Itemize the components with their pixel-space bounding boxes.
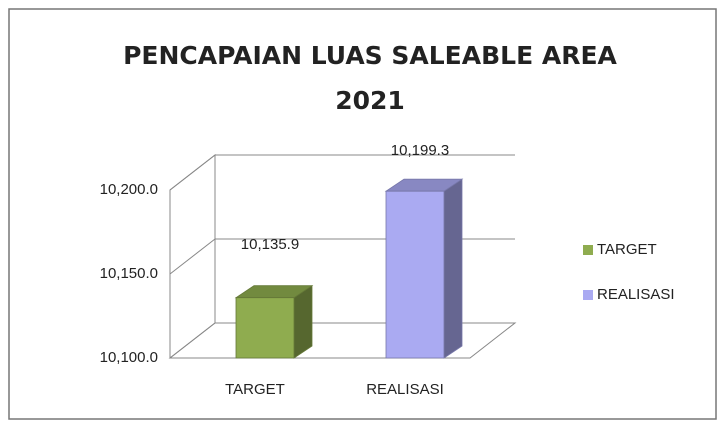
chart-border [8,8,717,420]
bar-face [385,190,445,359]
bar [234,284,314,359]
chart-subtitle: 2021 [335,86,405,115]
legend-swatch [583,290,593,300]
y-tick-label: 10,100.0 [100,349,158,366]
value-label: 10,199.3 [391,142,449,159]
bar-face [443,178,463,359]
grid-line [169,154,515,191]
x-tick-label: TARGET [225,381,285,398]
legend-label: REALISASI [597,286,675,303]
y-tick-label: 10,150.0 [100,265,158,282]
legend-label: TARGET [597,241,657,258]
value-label: 10,135.9 [241,236,299,253]
bar-face [293,284,313,359]
chart-title: PENCAPAIAN LUAS SALEABLE AREA [123,41,617,70]
bar [384,178,464,359]
y-tick-label: 10,200.0 [100,181,158,198]
legend-swatch [583,245,593,255]
bar-face [235,297,295,359]
x-tick-label: REALISASI [366,381,444,398]
